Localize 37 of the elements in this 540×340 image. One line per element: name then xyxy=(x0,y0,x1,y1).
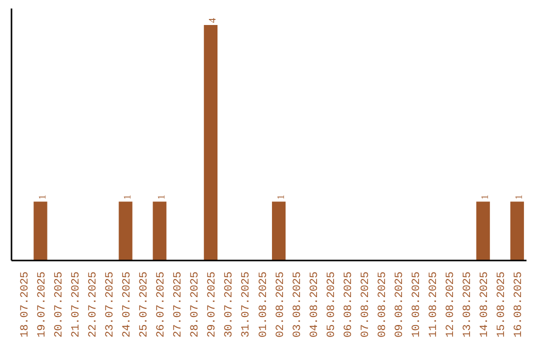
x-tick-label: 19.07.2025 xyxy=(36,271,48,338)
data-label: 1 xyxy=(276,194,287,200)
x-tick-label: 24.07.2025 xyxy=(122,271,134,338)
x-tick-label: 23.07.2025 xyxy=(104,271,117,338)
x-tick-label: 20.07.2025 xyxy=(53,271,66,338)
x-tick-label: 02.08.2025 xyxy=(274,271,287,338)
x-tick-label: 05.08.2025 xyxy=(326,271,338,338)
data-label: 4 xyxy=(208,18,219,23)
x-tick-label: 22.07.2025 xyxy=(88,271,100,338)
x-tick-label: 31.07.2025 xyxy=(240,271,253,338)
x-tick-label: 01.08.2025 xyxy=(258,271,270,338)
data-label: 1 xyxy=(514,194,526,200)
x-tick-label: 28.07.2025 xyxy=(190,271,202,338)
data-label: 1 xyxy=(122,194,134,200)
x-tick-label: 08.08.2025 xyxy=(376,271,389,338)
x-tick-label: 27.07.2025 xyxy=(172,271,185,338)
x-tick-label: 26.07.2025 xyxy=(156,271,168,338)
x-tick-label: 11.08.2025 xyxy=(428,271,440,338)
x-tick-label: 07.08.2025 xyxy=(360,271,372,338)
x-tick-label: 13.08.2025 xyxy=(462,271,474,338)
x-tick-label: 15.08.2025 xyxy=(496,271,508,338)
x-tick-label: 06.08.2025 xyxy=(342,271,355,338)
x-tick-label: 04.08.2025 xyxy=(308,271,321,338)
data-label: 1 xyxy=(37,194,48,200)
x-tick-label: 21.07.2025 xyxy=(70,271,82,338)
x-tick-label: 29.07.2025 xyxy=(206,271,219,338)
x-tick-label: 10.08.2025 xyxy=(410,271,423,338)
x-tick-label: 14.08.2025 xyxy=(479,271,492,338)
x-tick-label: 09.08.2025 xyxy=(394,271,406,338)
x-tick-label: 16.08.2025 xyxy=(513,271,526,338)
x-tick-label: 30.07.2025 xyxy=(224,271,236,338)
x-tick-label: 18.07.2025 xyxy=(19,271,32,338)
data-label: 1 xyxy=(156,194,168,200)
data-label: 1 xyxy=(480,194,492,200)
x-tick-label: 12.08.2025 xyxy=(445,271,458,338)
x-tick-label: 25.07.2025 xyxy=(138,271,151,338)
x-tick-label: 03.08.2025 xyxy=(292,271,304,338)
